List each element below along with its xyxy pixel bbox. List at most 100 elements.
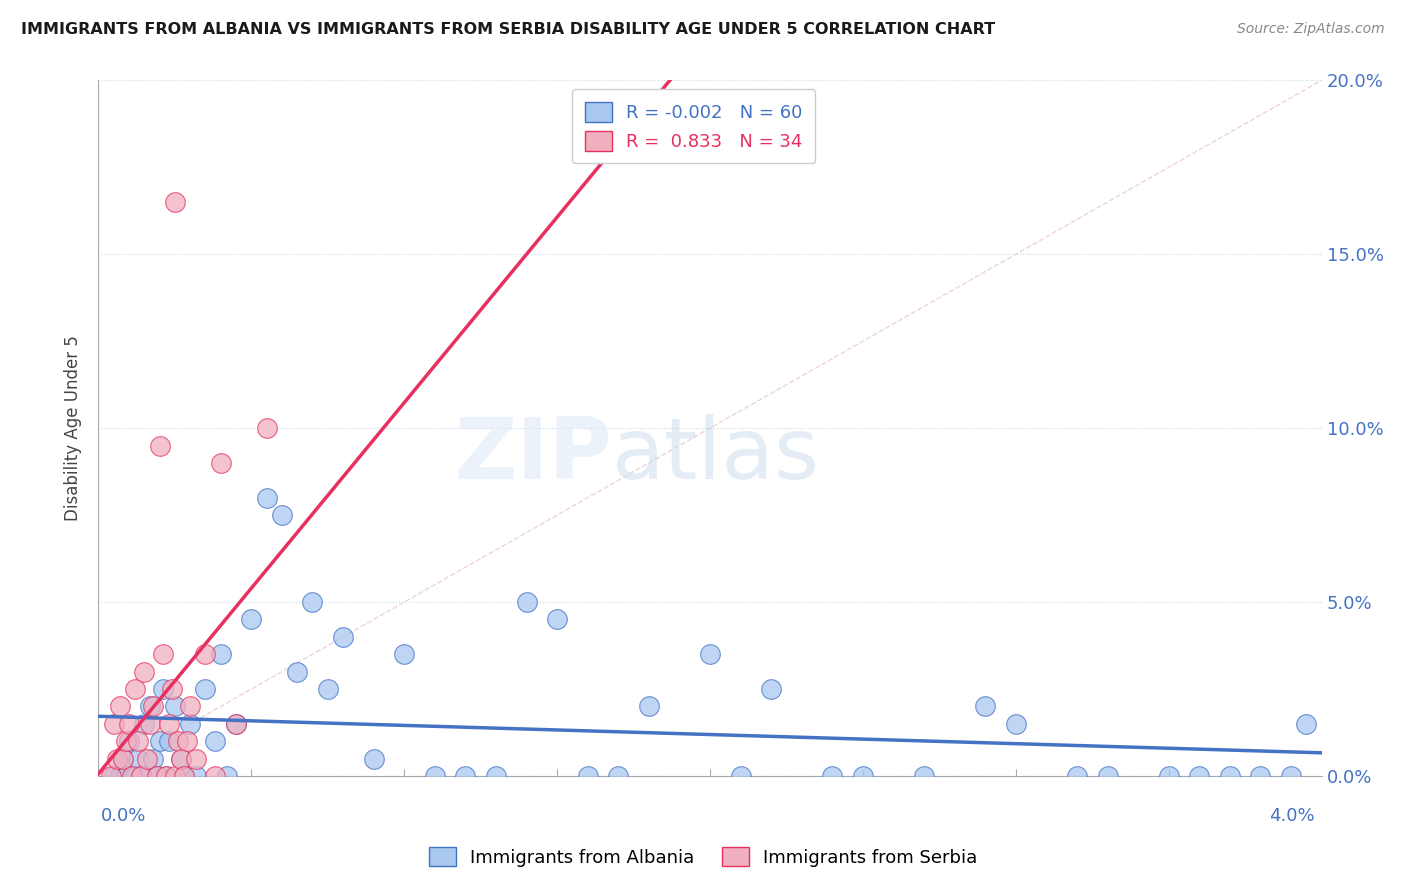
Point [129,769,152,783]
Point [100,769,122,783]
Point [761,681,783,696]
Text: atlas: atlas [612,415,820,498]
Point [1188,769,1211,783]
Point [1066,769,1088,783]
Point [134,665,156,679]
Point [124,769,146,783]
Y-axis label: Disability Age Under 5: Disability Age Under 5 [65,335,83,521]
Point [194,648,217,662]
Point [1249,769,1271,783]
Point [485,769,508,783]
Point [576,769,599,783]
Point [108,699,131,714]
Point [363,751,385,765]
Point [170,751,193,765]
Point [316,681,339,696]
Point [186,769,208,783]
Text: 0.0%: 0.0% [101,807,146,825]
Point [730,769,752,783]
Point [149,734,172,748]
Point [186,751,208,765]
Point [225,717,247,731]
Point [103,717,125,731]
Point [607,769,630,783]
Point [225,717,247,731]
Point [974,699,997,714]
Point [423,769,446,783]
Point [194,681,217,696]
Point [1295,717,1317,731]
Point [173,769,195,783]
Point [145,769,167,783]
Point [127,751,149,765]
Point [139,699,162,714]
Point [209,456,232,470]
Point [152,681,174,696]
Text: IMMIGRANTS FROM ALBANIA VS IMMIGRANTS FROM SERBIA DISABILITY AGE UNDER 5 CORRELA: IMMIGRANTS FROM ALBANIA VS IMMIGRANTS FR… [21,22,995,37]
Point [129,769,152,783]
Point [270,508,294,523]
Point [157,717,180,731]
Point [204,769,226,783]
Point [111,751,134,765]
Point [142,751,165,765]
Point [111,751,134,765]
Point [204,734,226,748]
Point [136,769,159,783]
Point [173,769,195,783]
Point [155,769,177,783]
Point [1219,769,1241,783]
Point [163,769,186,783]
Point [392,648,416,662]
Point [121,769,143,783]
Point [167,734,190,748]
Point [1004,717,1026,731]
Point [152,648,174,662]
Legend: Immigrants from Albania, Immigrants from Serbia: Immigrants from Albania, Immigrants from… [422,840,984,874]
Text: ZIP: ZIP [454,415,612,498]
Point [1097,769,1119,783]
Point [1157,769,1180,783]
Point [699,648,721,662]
Point [136,751,159,765]
Point [142,699,165,714]
Point [638,699,661,714]
Point [124,681,146,696]
Point [546,612,568,626]
Point [215,769,238,783]
Point [118,717,141,731]
Point [134,717,156,731]
Point [179,717,201,731]
Point [515,595,537,609]
Point [115,734,138,748]
Point [179,699,201,714]
Point [163,699,186,714]
Point [209,648,232,662]
Point [912,769,935,783]
Point [127,734,149,748]
Legend: R = -0.002   N = 60, R =  0.833   N = 34: R = -0.002 N = 60, R = 0.833 N = 34 [572,89,815,163]
Point [149,438,172,452]
Text: Source: ZipAtlas.com: Source: ZipAtlas.com [1237,22,1385,37]
Point [170,751,193,765]
Point [160,681,183,696]
Point [454,769,477,783]
Point [1279,769,1302,783]
Text: 4.0%: 4.0% [1270,807,1315,825]
Point [301,595,323,609]
Point [163,194,186,209]
Point [256,421,278,435]
Point [332,630,354,644]
Point [118,734,141,748]
Point [256,491,278,505]
Point [157,734,180,748]
Point [155,769,177,783]
Point [852,769,875,783]
Point [145,769,167,783]
Point [115,769,138,783]
Point [139,717,162,731]
Point [821,769,844,783]
Point [285,665,308,679]
Point [240,612,263,626]
Point [108,769,131,783]
